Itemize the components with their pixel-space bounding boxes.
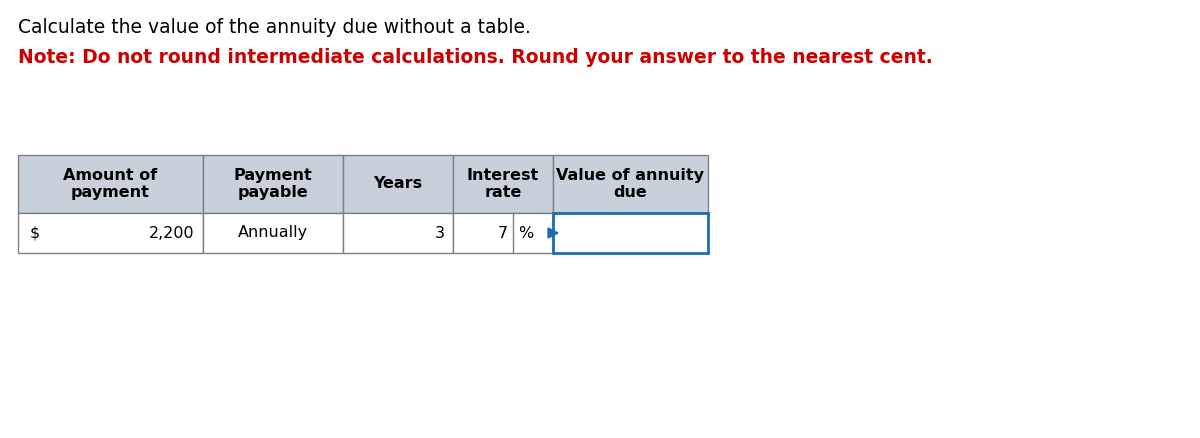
Text: Payment
payable: Payment payable — [234, 168, 312, 200]
Bar — [203, 213, 343, 253]
Bar — [553, 213, 708, 253]
Text: Calculate the value of the annuity due without a table.: Calculate the value of the annuity due w… — [18, 18, 530, 37]
Text: $: $ — [30, 226, 41, 240]
Text: 2,200: 2,200 — [149, 226, 194, 240]
Text: 3: 3 — [436, 226, 445, 240]
Text: Note: Do not round intermediate calculations. Round your answer to the nearest c: Note: Do not round intermediate calculat… — [18, 48, 932, 67]
Text: Annually: Annually — [238, 226, 308, 240]
Text: Amount of
payment: Amount of payment — [64, 168, 157, 200]
Polygon shape — [548, 228, 558, 238]
Bar — [18, 213, 203, 253]
Bar — [343, 155, 454, 213]
Bar — [553, 155, 708, 213]
Text: %: % — [518, 226, 533, 240]
Text: 7: 7 — [498, 226, 508, 240]
Bar — [18, 155, 203, 213]
Bar — [343, 213, 454, 253]
Bar — [454, 213, 553, 253]
Bar — [203, 155, 343, 213]
Bar — [454, 155, 553, 213]
Text: Value of annuity
due: Value of annuity due — [557, 168, 704, 200]
Text: Interest
rate: Interest rate — [467, 168, 539, 200]
Text: Years: Years — [373, 177, 422, 191]
